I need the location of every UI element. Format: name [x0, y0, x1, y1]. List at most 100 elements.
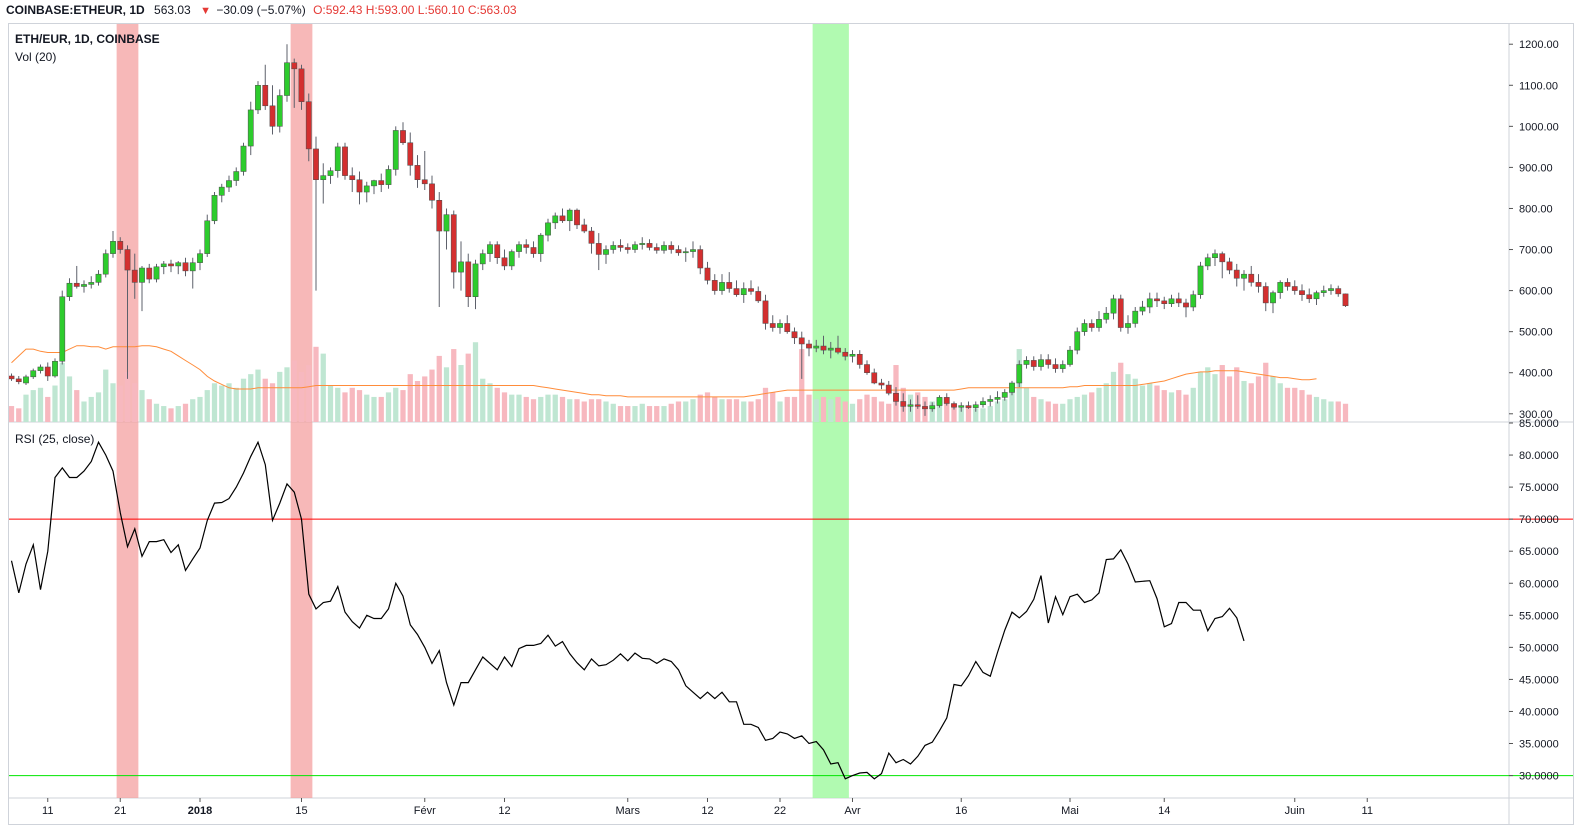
candle-body[interactable] — [733, 288, 740, 295]
candle-body[interactable] — [276, 95, 283, 127]
candle-body[interactable] — [436, 200, 443, 232]
candle-body[interactable] — [704, 267, 711, 281]
candle-body[interactable] — [1204, 257, 1211, 267]
candle-body[interactable] — [1241, 273, 1247, 279]
candle-body[interactable] — [1183, 302, 1189, 308]
candle-body[interactable] — [893, 393, 899, 402]
candle-body[interactable] — [1074, 331, 1081, 351]
candle-body[interactable] — [479, 253, 486, 265]
candle-body[interactable] — [1038, 359, 1044, 367]
candle-body[interactable] — [1023, 360, 1030, 365]
candle-body[interactable] — [617, 245, 624, 248]
candle-body[interactable] — [943, 397, 950, 404]
candle-body[interactable] — [574, 209, 580, 226]
candle-body[interactable] — [508, 251, 515, 267]
candle-body[interactable] — [922, 406, 928, 410]
candle-body[interactable] — [88, 282, 95, 285]
candle-body[interactable] — [240, 145, 247, 172]
candle-body[interactable] — [871, 372, 878, 384]
candle-body[interactable] — [1262, 286, 1269, 304]
candle-body[interactable] — [1226, 261, 1233, 271]
candle-body[interactable] — [661, 245, 667, 251]
candle-body[interactable] — [1175, 298, 1182, 304]
candle-body[interactable] — [204, 220, 211, 254]
candle-body[interactable] — [1168, 298, 1175, 304]
candle-body[interactable] — [414, 165, 421, 180]
candle-body[interactable] — [885, 384, 892, 394]
candle-body[interactable] — [44, 366, 51, 377]
candle-body[interactable] — [791, 331, 798, 339]
candle-body[interactable] — [52, 360, 58, 377]
candle-body[interactable] — [1059, 364, 1066, 369]
candle-body[interactable] — [1299, 290, 1305, 295]
chart-frame[interactable]: 1200.00 1100.00 1000.00 900.00 800.00 700.00 6… — [8, 23, 1574, 825]
candle-body[interactable] — [1270, 292, 1276, 304]
candle-body[interactable] — [1291, 286, 1298, 291]
candle-body[interactable] — [980, 401, 986, 406]
candle-body[interactable] — [552, 215, 559, 224]
candle-body[interactable] — [262, 85, 269, 107]
candle-body[interactable] — [1139, 306, 1146, 312]
candle-body[interactable] — [668, 245, 675, 250]
candle-body[interactable] — [900, 401, 907, 407]
candle-body[interactable] — [1088, 323, 1095, 328]
candle-body[interactable] — [421, 179, 428, 185]
candle-body[interactable] — [59, 296, 66, 362]
candle-body[interactable] — [842, 351, 849, 357]
candle-body[interactable] — [197, 253, 203, 263]
candle-body[interactable] — [784, 323, 791, 332]
candle-body[interactable] — [443, 214, 450, 232]
candle-body[interactable] — [856, 353, 863, 365]
candle-body[interactable] — [1255, 282, 1262, 287]
candle-body[interactable] — [255, 85, 261, 111]
candle-body[interactable] — [1219, 253, 1226, 263]
candle-body[interactable] — [581, 224, 588, 232]
candle-body[interactable] — [682, 251, 689, 254]
candle-body[interactable] — [1320, 290, 1327, 293]
candle-body[interactable] — [247, 109, 254, 147]
candle-body[interactable] — [15, 378, 22, 383]
candle-body[interactable] — [516, 244, 522, 252]
candle-body[interactable] — [1030, 360, 1037, 367]
candle-body[interactable] — [958, 405, 965, 408]
candle-body[interactable] — [951, 403, 957, 408]
candle-body[interactable] — [1313, 292, 1320, 300]
candle-body[interactable] — [1117, 298, 1124, 328]
candle-body[interactable] — [472, 263, 479, 298]
candle-body[interactable] — [690, 249, 696, 252]
candle-body[interactable] — [494, 244, 501, 258]
candle-body[interactable] — [798, 337, 805, 345]
candle-body[interactable] — [168, 263, 174, 267]
candle-body[interactable] — [827, 347, 834, 351]
candle-body[interactable] — [146, 267, 153, 280]
candle-body[interactable] — [711, 280, 718, 291]
candle-body[interactable] — [320, 175, 327, 180]
candle-body[interactable] — [450, 214, 457, 273]
candle-body[interactable] — [864, 364, 870, 373]
candle-body[interactable] — [1154, 298, 1160, 302]
candle-body[interactable] — [1277, 282, 1284, 293]
candle-body[interactable] — [30, 370, 37, 378]
candle-body[interactable] — [1190, 294, 1197, 308]
candle-body[interactable] — [23, 376, 29, 384]
candle-body[interactable] — [994, 397, 1001, 400]
candle-body[interactable] — [914, 404, 921, 407]
candle-body[interactable] — [313, 148, 319, 180]
candle-body[interactable] — [73, 282, 80, 287]
candle-body[interactable] — [218, 186, 225, 196]
candle-body[interactable] — [458, 261, 464, 273]
candle-body[interactable] — [748, 288, 754, 292]
candle-body[interactable] — [1016, 364, 1023, 384]
candle-body[interactable] — [291, 62, 298, 70]
candle-body[interactable] — [697, 249, 704, 269]
candle-body[interactable] — [653, 247, 660, 251]
candle-body[interactable] — [639, 243, 646, 245]
candle-body[interactable] — [1067, 349, 1073, 365]
candle-body[interactable] — [102, 253, 109, 275]
candle-body[interactable] — [124, 249, 131, 271]
candle-body[interactable] — [226, 180, 232, 188]
candle-body[interactable] — [363, 185, 370, 193]
candle-body[interactable] — [769, 323, 776, 328]
candle-body[interactable] — [965, 405, 972, 408]
candle-body[interactable] — [334, 146, 341, 171]
